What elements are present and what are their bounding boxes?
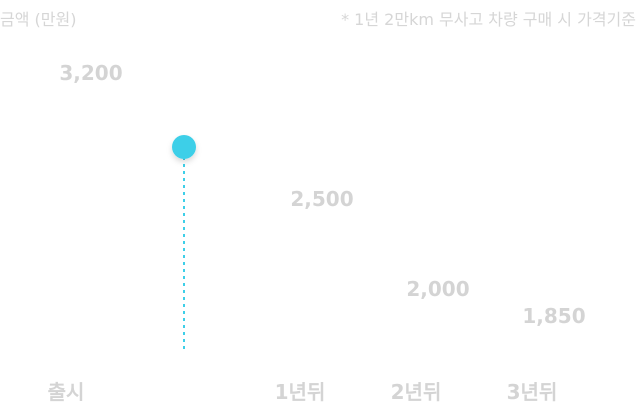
y-axis-unit-label: 금액 (만원) (0, 10, 77, 29)
value-label-2: 2,000 (406, 277, 469, 301)
price-basis-note: * 1년 2만km 무사고 차량 구매 시 가격기준 (341, 10, 636, 29)
highlight-point[interactable] (172, 135, 196, 159)
x-tick-label-3: 3년뒤 (507, 380, 558, 404)
value-label-0: 3,200 (59, 61, 122, 85)
value-label-1: 2,500 (290, 187, 353, 211)
x-tick-label-1: 1년뒤 (275, 380, 326, 404)
value-label-3: 1,850 (522, 304, 585, 328)
x-tick-label-0: 출시 (48, 380, 85, 404)
x-tick-label-2: 2년뒤 (391, 380, 442, 404)
